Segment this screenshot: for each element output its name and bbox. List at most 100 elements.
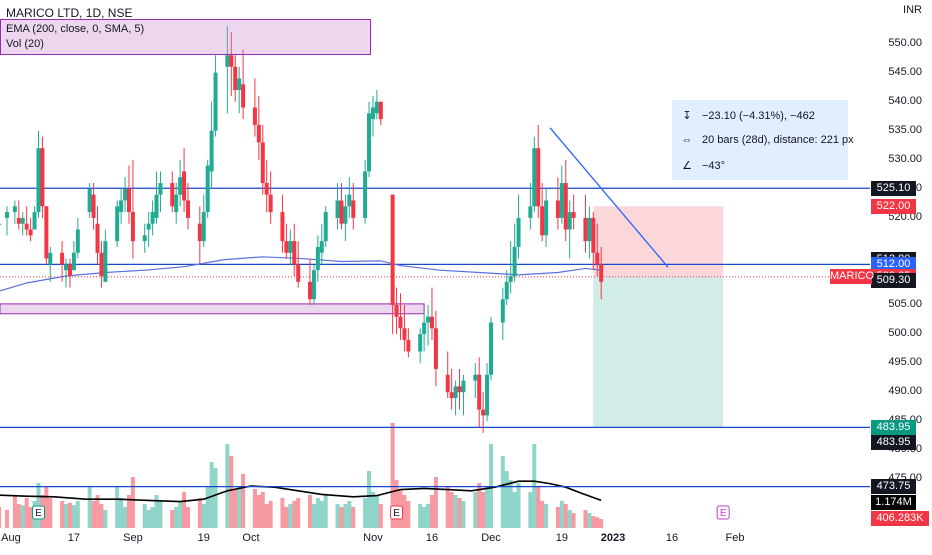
candle-body (225, 55, 230, 67)
candle-body (229, 55, 234, 67)
volume-bar (449, 492, 454, 528)
earnings-marker[interactable]: E (716, 505, 730, 520)
candle-body (178, 177, 183, 195)
time-tick-label: Dec (481, 532, 501, 544)
candle-body (20, 217, 25, 224)
candle-body (599, 264, 604, 282)
candle-body (0, 223, 2, 225)
candle-body (16, 217, 21, 224)
volume-bar (504, 471, 509, 528)
price-tag: 406.283K (871, 510, 929, 526)
candle-body (555, 200, 560, 218)
earnings-marker[interactable]: E (31, 505, 45, 520)
volume-bar (209, 462, 214, 528)
volume-bar (170, 510, 175, 528)
volume-bar (587, 513, 592, 528)
candle-body (567, 212, 572, 230)
price-tick-label: 540.00 (888, 94, 922, 107)
volume-bar (307, 495, 312, 528)
symbol-title: MARICO LTD, 1D, NSE (6, 6, 133, 20)
volume-bar (205, 486, 210, 528)
volume-bar (182, 492, 187, 528)
candle-body (367, 113, 372, 172)
volume-bar (453, 495, 458, 528)
volume-bar (292, 501, 297, 528)
indicator-legend-box[interactable] (0, 19, 371, 55)
volume-bar (123, 507, 128, 528)
volume-bar (473, 492, 478, 528)
volume-bar (351, 507, 356, 528)
time-tick-label: Oct (242, 532, 260, 544)
volume-bar (323, 495, 328, 528)
candle-body (323, 212, 328, 242)
time-tick-label: Feb (725, 532, 745, 544)
candle-body (142, 235, 147, 242)
svg-text:E: E (393, 508, 400, 519)
volume-bar (335, 504, 340, 528)
volume-bar (311, 504, 316, 528)
candle-body (453, 386, 458, 399)
volume-bar (571, 513, 576, 528)
volume-bar (284, 507, 289, 528)
volume-bar (563, 504, 568, 528)
volume-bar (229, 456, 234, 528)
volume-bar (559, 501, 564, 528)
candle-body (351, 200, 356, 218)
candle-body (71, 252, 76, 271)
candle-body (186, 200, 191, 218)
zone-box (593, 276, 724, 428)
candle-body (150, 212, 155, 224)
candle-body (28, 229, 33, 236)
volume-bar (24, 498, 29, 528)
candle-body (5, 212, 9, 218)
price-tick-label: 550.00 (888, 36, 922, 49)
candle-body (591, 217, 596, 253)
candle-body (378, 101, 383, 120)
volume-bar (528, 492, 533, 528)
volume-bar (500, 456, 505, 528)
volume-bar (429, 495, 434, 528)
volume-bar (119, 498, 124, 528)
volume-legend[interactable]: Vol (20) (6, 38, 44, 50)
volume-bar (390, 423, 395, 528)
price-tick-label: 500.00 (888, 327, 922, 340)
candle-body (595, 252, 600, 265)
volume-bar (130, 477, 135, 528)
candle-body (32, 212, 37, 230)
candle-body (115, 206, 120, 242)
candle-body (508, 276, 513, 282)
price-tick-label: 545.00 (888, 65, 922, 78)
bars-range-icon: ⇔ (681, 134, 693, 146)
volume-bar (370, 492, 375, 528)
volume-bar (28, 507, 33, 528)
volume-bar (461, 501, 466, 528)
candle-body (402, 328, 407, 340)
candle-body (64, 264, 69, 271)
measure-bars: 20 bars (28d), distance: 221 px (702, 134, 854, 146)
svg-text:E: E (35, 508, 42, 519)
candle-body (433, 328, 438, 369)
candle-body (95, 223, 100, 253)
volume-bar (178, 501, 183, 528)
price-tag: 512.00 (871, 256, 916, 272)
candle-body (445, 374, 450, 393)
volume-bar (544, 504, 549, 528)
zone-box (0, 303, 425, 315)
candle-body (158, 183, 163, 195)
candle-body (339, 200, 344, 224)
volume-ma-line (0, 480, 602, 503)
volume-bar (154, 495, 159, 528)
volume-bar (457, 498, 462, 528)
candle-body (319, 241, 324, 253)
volume-bar (186, 507, 191, 528)
earnings-marker[interactable]: E (390, 505, 404, 520)
candle-body (516, 217, 521, 247)
candle-body (485, 374, 490, 416)
candle-body (481, 409, 486, 416)
ema-legend[interactable]: EMA (200, close, 0, SMA, 5) (6, 23, 145, 35)
candle-body (563, 183, 568, 230)
price-tick-label: 505.00 (888, 298, 922, 311)
candle-body (512, 246, 517, 276)
